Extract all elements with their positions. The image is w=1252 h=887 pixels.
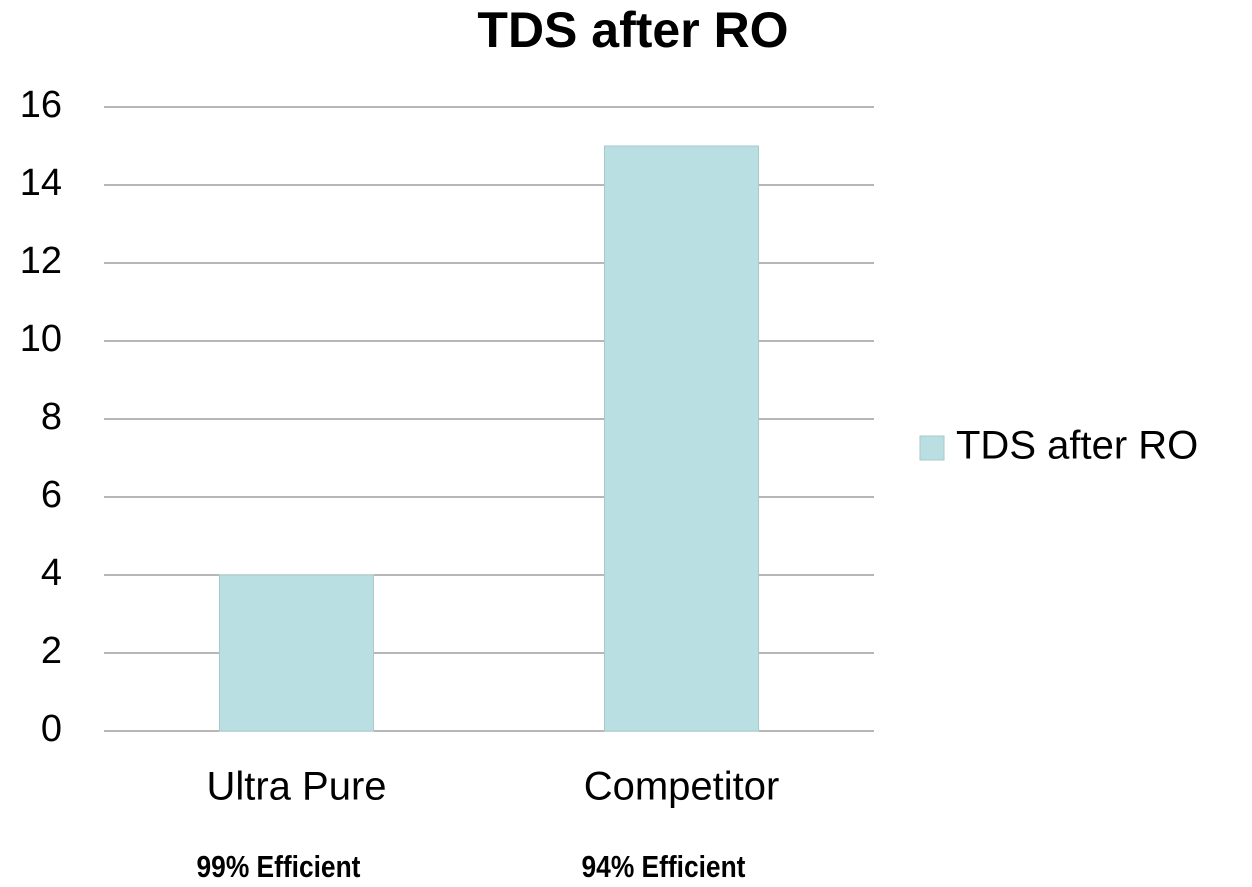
annotation: 94% Efficient (582, 850, 746, 884)
annotation: 99% Efficient (197, 850, 361, 884)
y-tick-label: 10 (20, 318, 62, 360)
chart-title: TDS after RO (477, 2, 788, 58)
y-tick-label: 0 (41, 708, 62, 750)
x-tick-label: Ultra Pure (206, 765, 386, 809)
y-tick-label: 16 (20, 84, 62, 126)
legend-swatch (919, 435, 945, 461)
y-tick-label: 6 (41, 474, 62, 516)
legend-label: TDS after RO (956, 424, 1198, 468)
y-tick-label: 2 (41, 630, 62, 672)
y-tick-label: 14 (20, 162, 62, 204)
bar (219, 574, 374, 732)
bar (604, 145, 759, 732)
y-tick-label: 12 (20, 240, 62, 282)
x-tick-label: Competitor (584, 765, 780, 809)
y-tick-label: 4 (41, 552, 62, 594)
y-tick-label: 8 (41, 396, 62, 438)
